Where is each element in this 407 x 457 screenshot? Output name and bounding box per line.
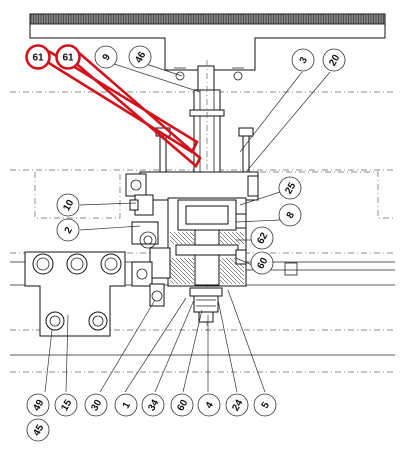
callout-20-5: 20 [322,48,346,72]
callout-label: 3 [298,55,311,66]
callout-49-12: 49 [26,393,50,417]
callout-15-14: 15 [54,393,78,417]
valve-body [131,197,247,287]
callout-label: 60 [175,398,190,414]
callout-label: 8 [285,210,298,221]
callout-34-17: 34 [141,393,165,417]
callout-label: 4 [204,400,217,411]
callout-label: 49 [31,398,46,414]
callout-9-2: 9 [94,45,118,69]
callout-10-10: 10 [56,193,80,217]
callout-2-11: 2 [56,218,80,242]
port-bottom-left [45,311,65,331]
callout-62-8: 62 [250,226,274,250]
callout-60-9: 60 [250,251,274,275]
port-top-right [100,253,122,275]
port-top-left [32,253,54,275]
callout-label: 15 [59,398,74,414]
callout-5-21: 5 [253,393,277,417]
callout-61-0: 61 [25,44,51,70]
port-plate [24,251,126,337]
port-top-middle [66,253,88,275]
top-rack [29,13,386,81]
section-hatching [169,231,245,285]
upper-block [125,171,259,201]
callout-30-15: 30 [84,393,108,417]
callout-8-7: 8 [278,203,302,227]
callout-label: 5 [260,400,273,411]
callout-24-20: 24 [225,393,249,417]
callout-4-19: 4 [197,393,221,417]
callout-label: 34 [146,398,161,414]
callout-25-6: 25 [278,176,302,200]
left-fittings [129,194,165,307]
callout-label: 30 [89,398,104,414]
callout-61-1: 61 [55,44,81,70]
callout-60-18: 60 [170,393,194,417]
callout-label: 46 [133,50,148,66]
callout-label: 62 [255,231,270,247]
callout-label: 2 [63,225,76,236]
callout-label: 20 [327,53,342,69]
callout-label: 61 [32,53,44,64]
callout-layer: 61 61 9 46 3 20 25 8 62 60 10 2 49 45 15 30 1 34 60 4 24 5 [25,44,346,442]
callout-1-16: 1 [114,393,138,417]
callout-46-3: 46 [128,45,152,69]
bottom-fitting [189,287,223,323]
callout-label: 45 [31,423,46,439]
callout-label: 61 [62,53,74,64]
callout-label: 60 [255,256,270,272]
callout-label: 10 [61,198,76,214]
callout-label: 9 [101,52,114,63]
callout-label: 1 [121,400,134,411]
callout-label: 25 [283,181,298,197]
callout-3-4: 3 [291,48,315,72]
callout-label: 24 [230,398,245,414]
port-bottom-right [88,311,108,331]
callout-45-13: 45 [26,418,50,442]
